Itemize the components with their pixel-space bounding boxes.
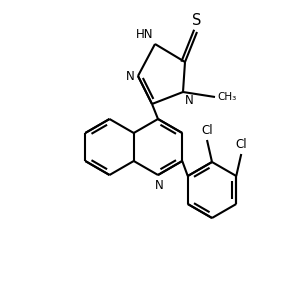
Text: N: N — [155, 179, 163, 192]
Text: N: N — [126, 69, 135, 83]
Text: N: N — [185, 94, 194, 107]
Text: Cl: Cl — [201, 124, 213, 137]
Text: HN: HN — [135, 28, 153, 41]
Text: Cl: Cl — [236, 138, 247, 151]
Text: S: S — [192, 13, 202, 28]
Text: CH₃: CH₃ — [217, 92, 236, 102]
